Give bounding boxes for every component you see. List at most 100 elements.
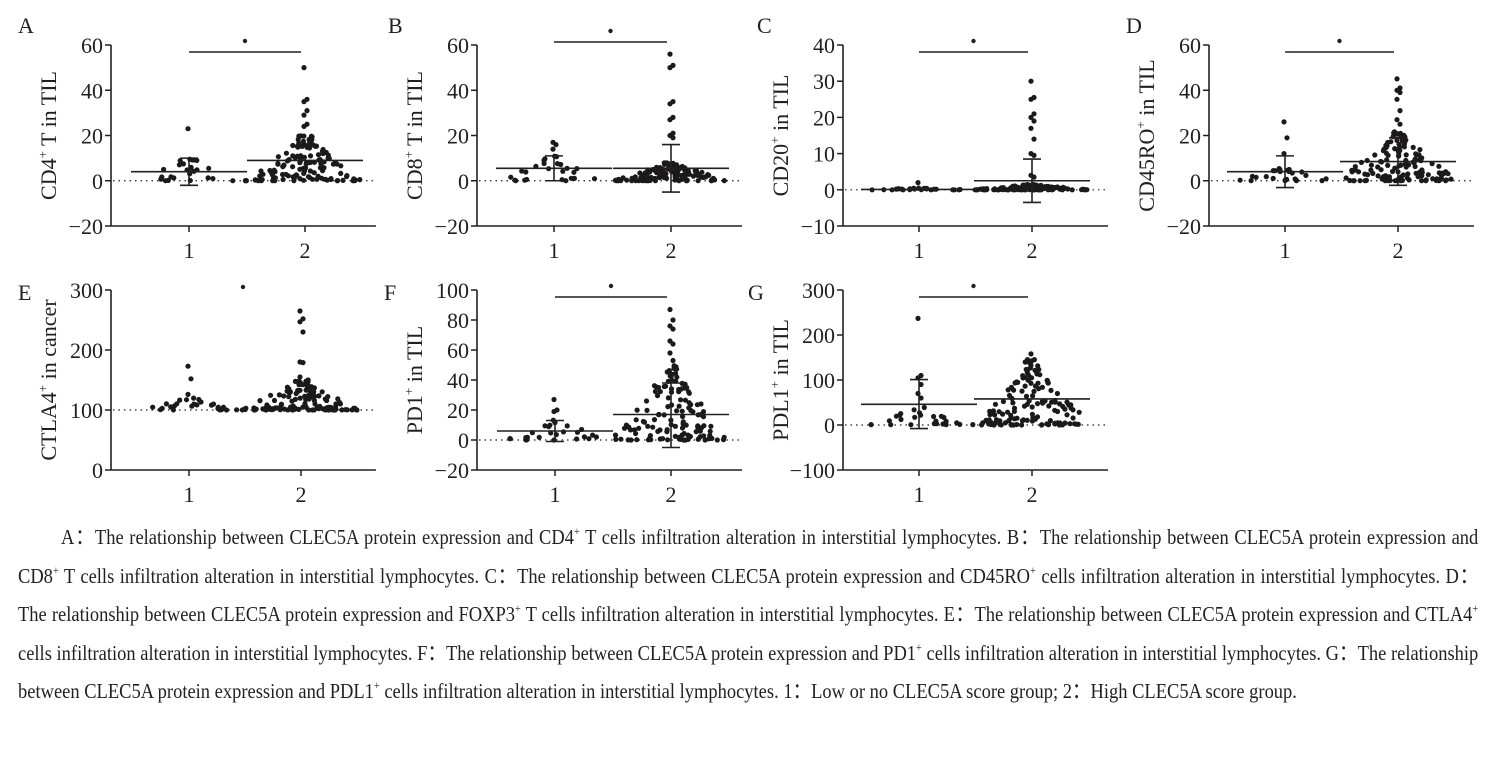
data-point (1079, 187, 1085, 193)
data-point (574, 436, 580, 442)
data-point (1443, 177, 1449, 183)
data-point (652, 388, 659, 395)
y-tick-label: −100 (790, 458, 835, 483)
data-point (1020, 373, 1026, 379)
x-tick-label: 1 (914, 238, 925, 263)
data-point-outlier (301, 65, 307, 71)
x-tick-label: 2 (300, 238, 311, 263)
data-point (1413, 151, 1419, 157)
data-point (970, 422, 976, 428)
data-point (1352, 167, 1359, 173)
data-point (680, 419, 686, 425)
y-tick-label: 20 (447, 124, 469, 149)
data-point (177, 397, 183, 403)
data-point (697, 428, 703, 434)
data-point-outlier (1394, 96, 1400, 102)
data-point (674, 366, 680, 372)
caption-paragraph: A：The relationship between CLEC5A protei… (18, 518, 1478, 711)
data-point-outlier (550, 146, 556, 152)
data-point (196, 396, 202, 403)
data-point (286, 386, 292, 392)
data-point (1029, 404, 1035, 410)
panel-letter: A (18, 13, 34, 38)
data-point-outlier (300, 360, 306, 366)
panel-a: A CD4+ T in TIL −20 0 20 40 60 1 2 (18, 13, 376, 263)
data-point (307, 168, 313, 174)
data-point (700, 409, 707, 415)
data-point (230, 178, 236, 184)
data-point (163, 401, 169, 407)
data-point (315, 152, 322, 158)
data-point (1417, 147, 1423, 153)
data-point (283, 150, 289, 156)
data-point (686, 390, 692, 396)
data-point (591, 176, 598, 182)
data-point (1002, 420, 1009, 426)
data-point (223, 407, 230, 413)
data-point (695, 178, 701, 184)
data-point (662, 171, 668, 178)
data-point (1363, 177, 1369, 183)
data-point (640, 418, 647, 425)
data-point-outlier (1028, 78, 1034, 84)
group-1-points (1237, 119, 1329, 184)
data-point-outlier (551, 396, 557, 403)
y-tick-label: 0 (92, 458, 103, 483)
data-point (686, 400, 692, 406)
data-point (721, 178, 727, 184)
data-point (283, 171, 289, 177)
data-point (981, 187, 987, 193)
caption-segment-g: G：The relationship between CLEC5A protei… (18, 640, 1479, 704)
data-point (344, 173, 350, 180)
data-point (1406, 177, 1412, 183)
data-point (316, 406, 322, 412)
data-point (1059, 422, 1066, 428)
data-point (992, 401, 999, 407)
data-point (194, 402, 200, 408)
data-point (898, 411, 904, 417)
data-point (322, 407, 328, 413)
data-point (194, 157, 200, 163)
caption-label: D： (1445, 563, 1479, 588)
data-point (1046, 403, 1052, 409)
data-point (1047, 418, 1053, 424)
data-point (335, 178, 341, 184)
data-point (612, 432, 619, 438)
data-point (314, 176, 320, 182)
data-point (287, 406, 294, 412)
data-point (1008, 412, 1014, 418)
data-point (991, 187, 997, 193)
data-point (1351, 178, 1357, 184)
data-point (616, 176, 622, 182)
data-point (1383, 177, 1389, 183)
data-point (1237, 177, 1243, 183)
data-point (1419, 178, 1425, 184)
data-point-outlier (670, 341, 676, 347)
data-point (210, 401, 217, 407)
data-point (304, 159, 310, 166)
data-point-outlier (1031, 118, 1037, 124)
data-point (257, 398, 263, 404)
caption-label: 1： (783, 679, 812, 704)
caption-label: A： (61, 525, 95, 549)
data-point (280, 176, 286, 183)
panel-letter: G (748, 280, 764, 305)
data-point (338, 163, 344, 169)
group-2-points (970, 351, 1082, 428)
data-point (296, 406, 302, 412)
data-point (302, 401, 308, 407)
data-point-outlier (667, 65, 673, 71)
data-point (974, 187, 980, 193)
data-point (257, 173, 263, 179)
data-point (989, 421, 995, 427)
data-point (1060, 184, 1066, 190)
data-point (633, 430, 639, 437)
y-tick-label: 20 (1179, 124, 1201, 149)
data-point-outlier (297, 308, 303, 314)
caption-label: B： (1006, 525, 1040, 549)
y-tick-label: 0 (1190, 169, 1201, 194)
data-point (1019, 418, 1025, 424)
data-point (693, 429, 699, 435)
data-point (678, 397, 684, 403)
data-point (292, 396, 298, 402)
